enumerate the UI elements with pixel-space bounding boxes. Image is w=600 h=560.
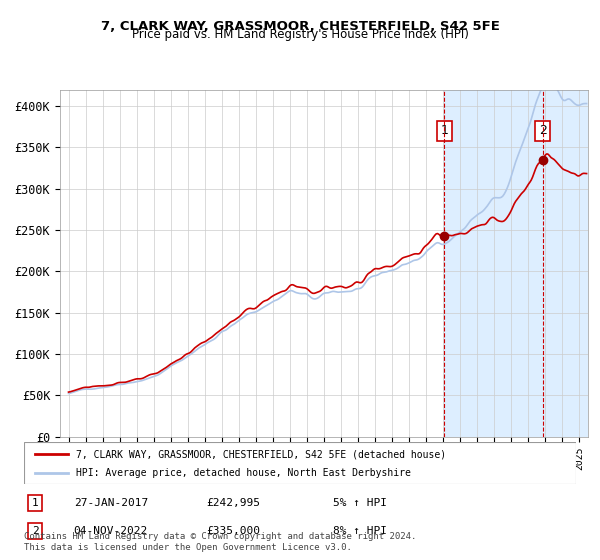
Text: 1: 1	[440, 124, 448, 137]
Text: 8% ↑ HPI: 8% ↑ HPI	[333, 526, 387, 536]
Text: 7, CLARK WAY, GRASSMOOR, CHESTERFIELD, S42 5FE (detached house): 7, CLARK WAY, GRASSMOOR, CHESTERFIELD, S…	[76, 449, 446, 459]
Text: Contains HM Land Registry data © Crown copyright and database right 2024.
This d: Contains HM Land Registry data © Crown c…	[24, 532, 416, 552]
Text: HPI: Average price, detached house, North East Derbyshire: HPI: Average price, detached house, Nort…	[76, 468, 412, 478]
Text: 2: 2	[32, 526, 38, 536]
Bar	[445, 90, 587, 437]
Text: 1: 1	[32, 498, 38, 508]
FancyBboxPatch shape	[24, 442, 576, 484]
Text: £335,000: £335,000	[206, 526, 260, 536]
Text: 5% ↑ HPI: 5% ↑ HPI	[333, 498, 387, 508]
Text: 27-JAN-2017: 27-JAN-2017	[74, 498, 148, 508]
Text: 04-NOV-2022: 04-NOV-2022	[74, 526, 148, 536]
Text: Price paid vs. HM Land Registry's House Price Index (HPI): Price paid vs. HM Land Registry's House …	[131, 28, 469, 41]
Text: 7, CLARK WAY, GRASSMOOR, CHESTERFIELD, S42 5FE: 7, CLARK WAY, GRASSMOOR, CHESTERFIELD, S…	[101, 20, 499, 32]
Text: 2: 2	[539, 124, 547, 137]
Text: £242,995: £242,995	[206, 498, 260, 508]
